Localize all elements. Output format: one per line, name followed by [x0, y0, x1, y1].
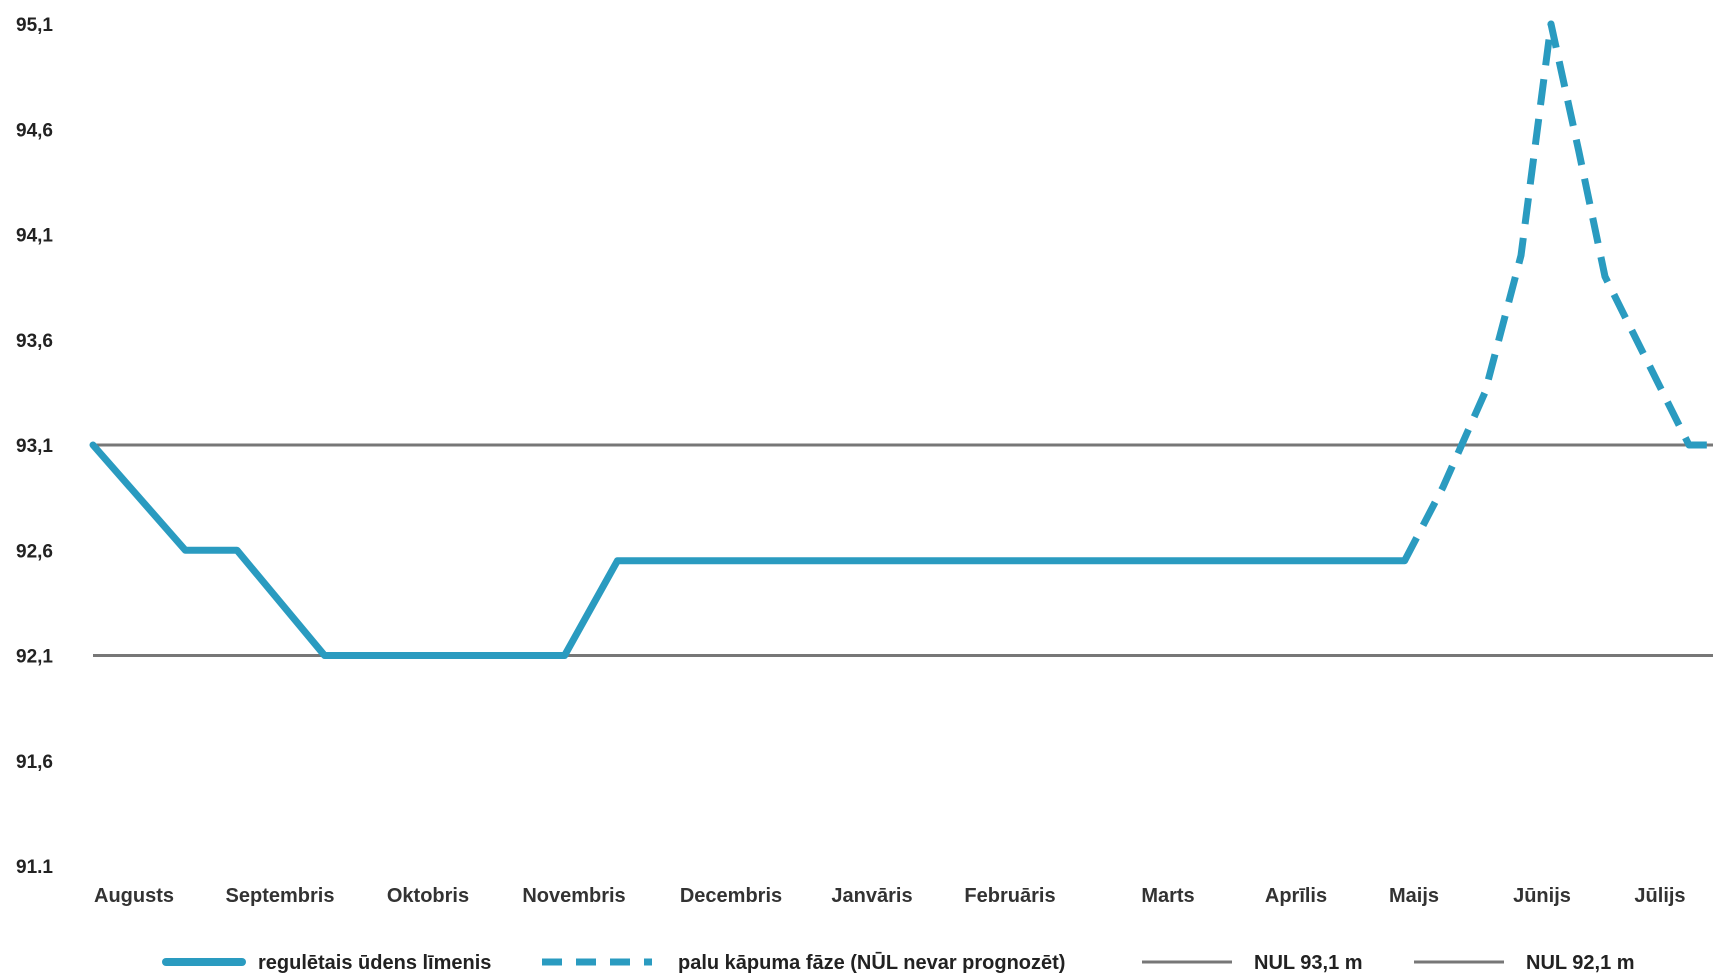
legend-label: NUL 92,1 m [1526, 952, 1635, 974]
y-tick-label: 94,6 [16, 120, 53, 141]
y-tick-label: 95,1 [16, 15, 53, 36]
legend-label: NUL 93,1 m [1254, 952, 1363, 974]
flood-phase-line [1401, 20, 1713, 563]
x-tick-label: Marts [1141, 885, 1194, 907]
x-tick-label: Jūnijs [1513, 885, 1571, 907]
x-tick-label: Maijs [1389, 885, 1439, 907]
x-tick-label: Augusts [94, 885, 174, 907]
reference-lines [93, 443, 1713, 657]
y-axis-ticks: 95,1 94,6 94,1 93,6 93,1 92,6 92,1 91,6 91.1 [16, 15, 53, 878]
x-tick-label: Decembris [680, 885, 782, 907]
y-tick-label: 93,6 [16, 331, 53, 352]
x-axis-ticks: Augusts Septembris Oktobris Novembris Decemb… [94, 885, 1686, 907]
y-tick-label: 92,1 [16, 647, 53, 668]
x-tick-label: Februāris [964, 885, 1055, 907]
legend-label: regulētais ūdens līmenis [258, 952, 491, 974]
legend-label: palu kāpuma fāze (NŪL nevar prognozēt) [678, 952, 1065, 974]
x-tick-label: Janvāris [831, 885, 912, 907]
x-tick-label: Aprīlis [1265, 885, 1327, 907]
x-tick-label: Septembris [226, 885, 335, 907]
y-tick-label: 93,1 [16, 436, 53, 457]
x-tick-label: Novembris [522, 885, 625, 907]
legend: regulētais ūdens līmenis palu kāpuma fāze… [162, 952, 1635, 974]
series-lines [89, 20, 1713, 659]
y-tick-label: 94,1 [16, 226, 53, 247]
y-tick-label: 91.1 [16, 857, 53, 878]
y-tick-label: 92,6 [16, 541, 53, 562]
regulated-level-line [89, 441, 1409, 659]
y-tick-label: 91,6 [16, 752, 53, 773]
x-tick-label: Jūlijs [1634, 885, 1685, 907]
x-tick-label: Oktobris [387, 885, 469, 907]
